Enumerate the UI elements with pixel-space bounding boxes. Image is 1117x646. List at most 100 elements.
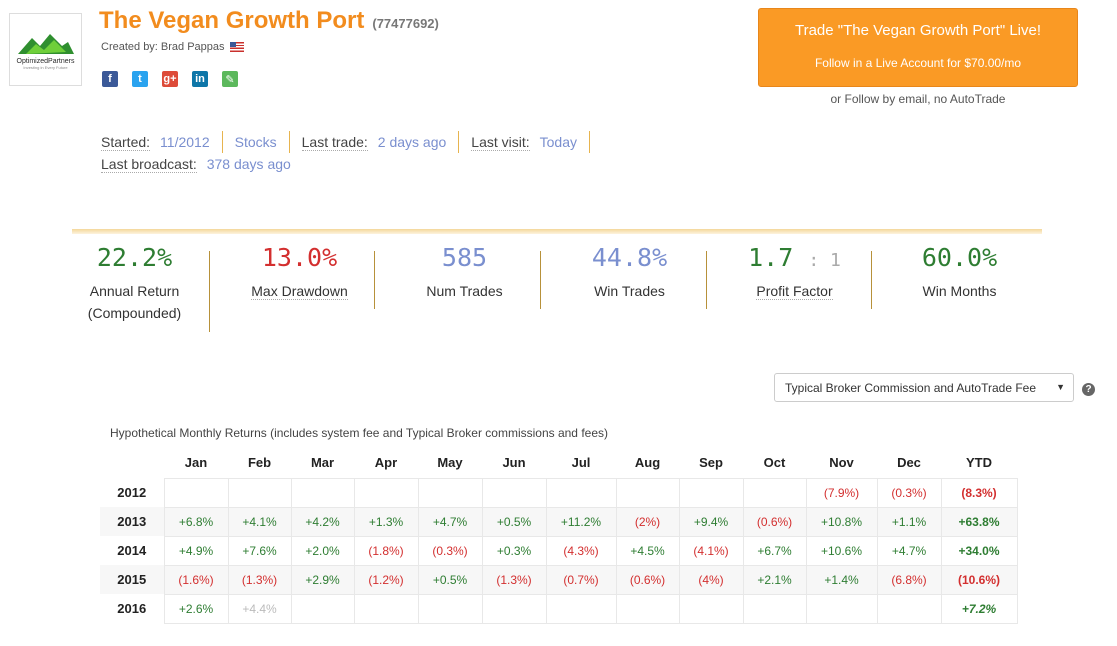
- commission-select[interactable]: Typical Broker Commission and AutoTrade …: [774, 373, 1074, 402]
- monthly-returns-title: Hypothetical Monthly Returns (includes s…: [110, 426, 608, 440]
- month-header-sep: Sep: [699, 455, 723, 471]
- month-return-cell: [678, 593, 744, 624]
- year-column-header: [100, 448, 164, 478]
- month-return-cell: [742, 593, 807, 624]
- month-return-cell: +4.7%: [876, 535, 942, 566]
- system-id: (77477692): [372, 16, 439, 31]
- month-header-nov: Nov: [829, 455, 854, 471]
- stat-divider: [540, 251, 541, 309]
- month-return-cell: (1.8%): [353, 535, 419, 566]
- num-trades-label: Num Trades: [426, 283, 503, 299]
- month-header-jul: Jul: [571, 455, 591, 471]
- type-value: Stocks: [234, 134, 277, 150]
- month-header-ytd: YTD: [966, 455, 992, 471]
- started-label: Started:: [101, 133, 151, 151]
- month-header-feb: Feb: [247, 455, 272, 471]
- stat-divider: [374, 251, 375, 309]
- month-return-cell: [290, 593, 355, 624]
- email-share-icon[interactable]: ✎: [222, 71, 238, 87]
- trade-live-button[interactable]: Trade "The Vegan Growth Port" Live! Foll…: [758, 8, 1078, 87]
- month-return-cell: +4.1%: [227, 506, 292, 537]
- win-months-value: 60.0%: [921, 243, 998, 272]
- month-return-cell: +2.6%: [163, 593, 229, 624]
- last-visit-cell: Last visit: Today: [459, 131, 590, 153]
- annual-return-label: Annual Return: [89, 283, 180, 299]
- stat-win-months: 60.0% Win Months: [877, 243, 1042, 324]
- logo-text: OptimizedPartners: [16, 57, 75, 65]
- max-drawdown-label[interactable]: Max Drawdown: [251, 283, 348, 300]
- month-return-cell: [615, 593, 680, 624]
- year-cell: 2016: [117, 601, 147, 616]
- max-drawdown-value: 13.0%: [261, 243, 338, 272]
- year-cell: 2014: [117, 543, 147, 558]
- month-return-cell: (6.8%): [876, 564, 942, 595]
- month-return-cell: +10.6%: [805, 535, 878, 566]
- month-return-cell: +4.7%: [417, 506, 483, 537]
- month-header-dec: Dec: [897, 455, 921, 471]
- profit-factor-label[interactable]: Profit Factor: [756, 283, 833, 300]
- month-return-cell: (1.3%): [481, 564, 547, 595]
- table-row: 2012 (7.9%) (0.3%) (8.3%): [100, 477, 1018, 508]
- mountain-logo-icon: [17, 33, 74, 54]
- system-title[interactable]: The Vegan Growth Port: [99, 7, 365, 34]
- month-return-cell: (1.6%): [163, 564, 229, 595]
- month-return-cell: [615, 477, 680, 508]
- month-return-cell: [163, 477, 229, 508]
- month-return-cell: +4.9%: [163, 535, 229, 566]
- trade-live-price-label: Follow in a Live Account for $70.00/mo: [814, 56, 1022, 70]
- month-return-cell: [678, 477, 744, 508]
- table-row: 2014 +4.9% +7.6% +2.0% (1.8%) (0.3%) +0.3% (4.3…: [100, 535, 1018, 566]
- google-plus-icon[interactable]: g+: [162, 71, 178, 87]
- stat-max-drawdown: 13.0% Max Drawdown: [217, 243, 382, 324]
- linkedin-icon[interactable]: in: [192, 71, 208, 87]
- profit-factor-value: 1.7: [748, 243, 794, 272]
- stat-divider: [871, 251, 872, 309]
- stats-panel: 22.2% Annual Return (Compounded) 13.0% M…: [52, 243, 1042, 324]
- month-return-cell: [805, 593, 878, 624]
- stat-win-trades: 44.8% Win Trades: [547, 243, 712, 324]
- month-return-cell: (0.3%): [417, 535, 483, 566]
- stat-num-trades: 585 Num Trades: [382, 243, 547, 324]
- ytd-cell: (8.3%): [940, 477, 1018, 508]
- table-header-row: Jan Feb Mar Apr May Jun Jul Aug Sep Oct Nov Dec YTD: [100, 448, 1017, 478]
- month-return-cell: [742, 477, 807, 508]
- month-return-cell: (4%): [678, 564, 744, 595]
- follow-by-email-link[interactable]: or Follow by email, no AutoTrade: [830, 92, 1006, 106]
- last-visit-label: Last visit:: [471, 133, 530, 151]
- month-return-cell: +1.4%: [805, 564, 878, 595]
- monthly-returns-table: Jan Feb Mar Apr May Jun Jul Aug Sep Oct Nov Dec YTD …: [100, 448, 1018, 624]
- month-return-cell: +9.4%: [678, 506, 744, 537]
- month-return-cell: (4.3%): [545, 535, 617, 566]
- help-icon[interactable]: ?: [1082, 383, 1095, 396]
- month-return-cell: +4.2%: [290, 506, 355, 537]
- month-return-cell: (1.2%): [353, 564, 419, 595]
- month-return-cell: +0.3%: [481, 535, 547, 566]
- month-return-cell: [290, 477, 355, 508]
- month-header-apr: Apr: [374, 455, 398, 471]
- last-trade-label: Last trade:: [301, 133, 368, 151]
- month-header-mar: Mar: [310, 455, 335, 471]
- month-return-cell: [481, 477, 547, 508]
- last-broadcast-value: 378 days ago: [206, 156, 291, 172]
- facebook-icon[interactable]: f: [102, 71, 118, 87]
- created-by-text[interactable]: Created by: Brad Pappas: [101, 41, 225, 53]
- stats-top-border: [72, 229, 1042, 234]
- ytd-cell: (10.6%): [940, 564, 1018, 595]
- month-return-cell: (4.1%): [678, 535, 744, 566]
- table-row: 2016 +2.6% +4.4% +7.2%: [100, 593, 1018, 624]
- month-return-cell: (0.6%): [742, 506, 807, 537]
- social-share-bar: f t g+ in ✎: [102, 71, 238, 87]
- month-return-cell: (1.3%): [227, 564, 292, 595]
- month-return-cell: +6.7%: [742, 535, 807, 566]
- table-row: 2013 +6.8% +4.1% +4.2% +1.3% +4.7% +0.5% +11.2%…: [100, 506, 1018, 537]
- last-broadcast-row: Last broadcast: 378 days ago: [101, 153, 291, 175]
- twitter-icon[interactable]: t: [132, 71, 148, 87]
- num-trades-value[interactable]: 585: [441, 243, 488, 272]
- commission-select-value: Typical Broker Commission and AutoTrade …: [785, 380, 1036, 395]
- ytd-cell: +34.0%: [940, 535, 1018, 566]
- month-header-jan: Jan: [184, 455, 208, 471]
- month-return-cell: [417, 477, 483, 508]
- win-trades-value[interactable]: 44.8%: [591, 243, 668, 272]
- month-return-cell: [353, 593, 419, 624]
- system-info-row: Started: 11/2012 Stocks Last trade: 2 da…: [101, 131, 590, 153]
